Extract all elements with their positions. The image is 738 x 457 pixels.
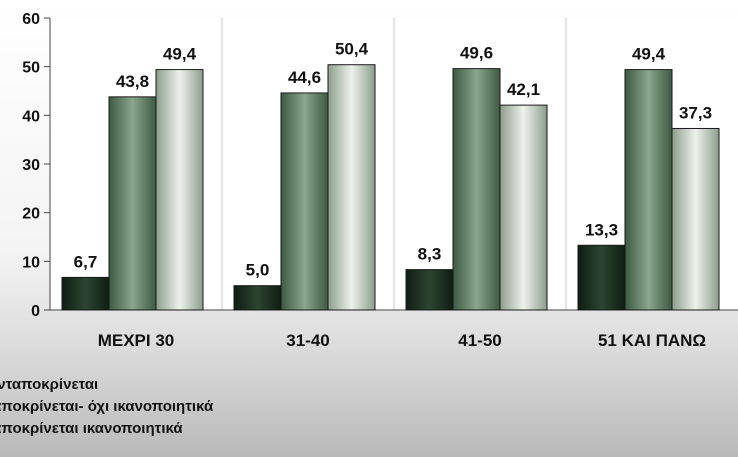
bar-series-2-cat-1 <box>108 96 157 311</box>
y-axis: 0 10 20 30 40 50 60 <box>22 11 50 320</box>
bar-series-1-cat-4 <box>577 244 626 311</box>
bar-series-2-cat-4 <box>624 69 673 311</box>
bar-series-1-cat-3 <box>405 269 454 311</box>
bar-series-1-cat-2 <box>233 285 282 311</box>
bar-series-2-cat-2 <box>280 92 329 311</box>
data-label: 43,8 <box>116 72 149 91</box>
y-tick-label: 50 <box>22 60 40 77</box>
bar-series-3-cat-4 <box>671 127 720 311</box>
category-label: ΜΕΧΡΙ 30 <box>98 331 175 350</box>
legend-item-not-responsive: ανταποκρίνεται <box>0 376 99 393</box>
y-tick-label: 0 <box>31 303 40 320</box>
x-axis: ΜΕΧΡΙ 30 31-40 41-50 51 ΚΑΙ ΠΑΝΩ <box>98 331 706 350</box>
data-label: 37,3 <box>679 103 712 122</box>
data-label: 13,3 <box>585 220 618 239</box>
y-tick-label: 20 <box>22 206 40 223</box>
category-label: 41-50 <box>458 331 501 350</box>
bar-series-3-cat-1 <box>155 69 204 311</box>
bar-chart: 0 10 20 30 40 50 60 6,7 43,8 49,4 5,0 44,6 50,4 8,3 4… <box>22 11 738 350</box>
data-label: 49,4 <box>632 45 666 64</box>
data-label: 42,1 <box>507 80 540 99</box>
bar-series-3-cat-3 <box>499 104 548 311</box>
legend: ανταποκρίνεται ιαποκρίνεται- όχι ικανοπο… <box>0 374 213 440</box>
y-tick-label: 40 <box>22 108 40 125</box>
data-label: 44,6 <box>288 68 321 87</box>
data-label: 49,4 <box>163 45 197 64</box>
bars-layer <box>61 64 720 311</box>
data-labels-layer: 6,7 43,8 49,4 5,0 44,6 50,4 8,3 49,6 42,1 13,3 49,… <box>74 40 712 280</box>
bar-series-2-cat-3 <box>452 68 501 311</box>
category-label: 31-40 <box>286 331 329 350</box>
legend-item-responsive-satisfactory: ιαποκρίνεται ικανοποιητικά <box>0 420 183 437</box>
y-tick-label: 60 <box>22 11 40 28</box>
category-label: 51 ΚΑΙ ΠΑΝΩ <box>598 331 706 350</box>
data-label: 8,3 <box>418 245 442 264</box>
bar-series-1-cat-1 <box>61 276 110 311</box>
data-label: 50,4 <box>335 40 369 59</box>
data-label: 5,0 <box>246 261 270 280</box>
y-tick-label: 10 <box>22 254 40 271</box>
y-tick-label: 30 <box>22 157 40 174</box>
bar-series-3-cat-2 <box>327 64 376 311</box>
data-label: 49,6 <box>460 44 493 63</box>
legend-item-responsive-not-satisfactory: ιαποκρίνεται- όχι ικανοποιητικά <box>0 398 214 415</box>
data-label: 6,7 <box>74 252 98 271</box>
